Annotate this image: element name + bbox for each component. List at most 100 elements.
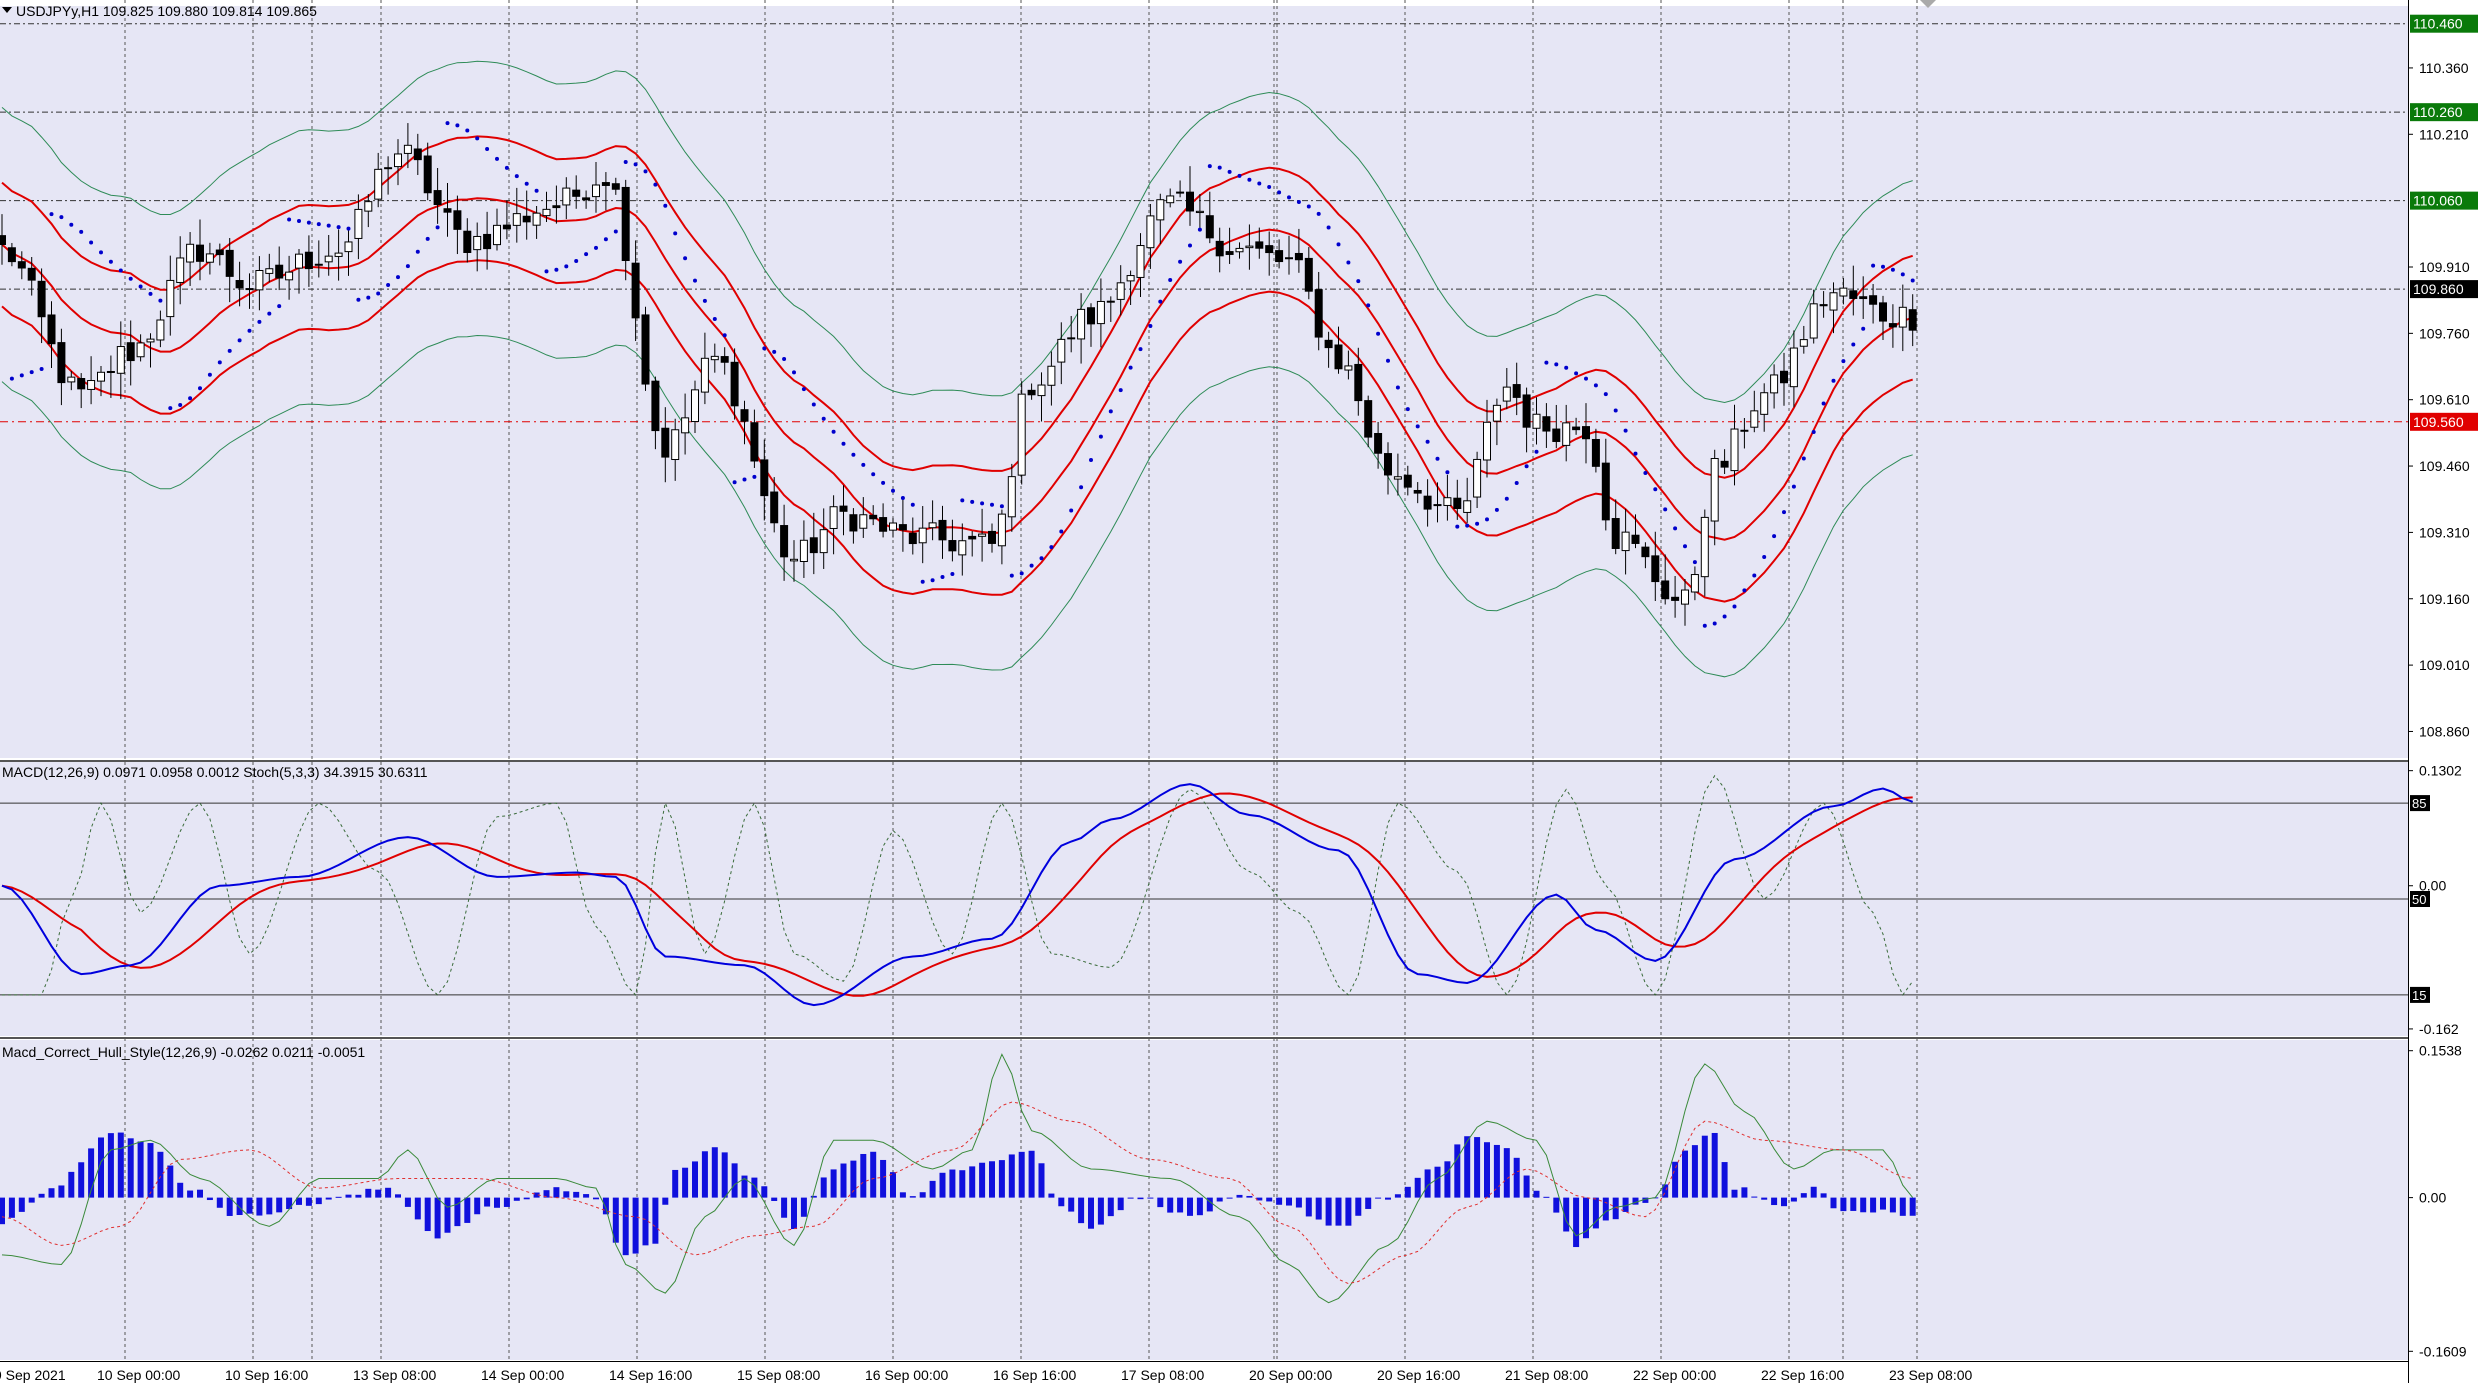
candle-body[interactable]	[661, 427, 670, 458]
candle-body[interactable]	[186, 243, 195, 263]
candle-body[interactable]	[592, 184, 600, 198]
candle-body[interactable]	[126, 342, 135, 362]
candle-body[interactable]	[57, 342, 66, 384]
candle-body[interactable]	[374, 168, 383, 200]
candle-body[interactable]	[1225, 251, 1234, 255]
candle-body[interactable]	[116, 346, 125, 374]
chart-shift-icon[interactable]	[1920, 0, 1936, 8]
candle-body[interactable]	[453, 210, 462, 230]
candle-body[interactable]	[176, 257, 185, 283]
candle-body[interactable]	[1859, 296, 1868, 300]
candle-body[interactable]	[1275, 250, 1284, 263]
candle-body[interactable]	[77, 377, 86, 390]
candle-body[interactable]	[235, 280, 244, 289]
candle-body[interactable]	[1888, 323, 1897, 328]
candle-body[interactable]	[1651, 555, 1660, 583]
candle-body[interactable]	[443, 208, 452, 213]
candle-body[interactable]	[532, 212, 541, 226]
candle-body[interactable]	[1700, 516, 1709, 578]
candle-body[interactable]	[671, 429, 680, 461]
candle-body[interactable]	[621, 186, 630, 262]
candle-body[interactable]	[651, 380, 660, 432]
candle-body[interactable]	[1710, 458, 1719, 522]
candle-body[interactable]	[641, 314, 650, 385]
candle-body[interactable]	[275, 264, 284, 279]
candle-body[interactable]	[611, 183, 620, 190]
candle-body[interactable]	[394, 153, 402, 168]
candle-body[interactable]	[1760, 392, 1769, 415]
candle-body[interactable]	[1195, 210, 1204, 214]
candle-body[interactable]	[1027, 389, 1036, 396]
candle-body[interactable]	[681, 417, 690, 434]
candle-body[interactable]	[314, 263, 323, 266]
candle-body[interactable]	[988, 530, 996, 544]
candle-body[interactable]	[1106, 300, 1115, 303]
candle-body[interactable]	[1562, 422, 1571, 446]
candle-body[interactable]	[809, 537, 818, 554]
candle-body[interactable]	[1463, 500, 1472, 513]
candle-body[interactable]	[1037, 384, 1046, 397]
candle-body[interactable]	[67, 376, 76, 383]
candle-body[interactable]	[1057, 338, 1066, 363]
candle-body[interactable]	[1354, 363, 1363, 402]
candle-body[interactable]	[384, 167, 393, 170]
candle-body[interactable]	[1601, 462, 1610, 521]
candle-body[interactable]	[1591, 438, 1600, 467]
candle-body[interactable]	[403, 144, 412, 154]
candle-body[interactable]	[1156, 199, 1165, 221]
candle-body[interactable]	[166, 279, 175, 318]
candle-body[interactable]	[1146, 215, 1155, 249]
candle-body[interactable]	[1245, 245, 1254, 249]
candle-body[interactable]	[1799, 339, 1808, 347]
candle-body[interactable]	[483, 233, 492, 250]
candle-body[interactable]	[473, 235, 482, 251]
candle-body[interactable]	[770, 491, 779, 524]
candle-body[interactable]	[1730, 428, 1739, 472]
candle-body[interactable]	[1136, 245, 1145, 278]
candle-body[interactable]	[1740, 429, 1749, 432]
candle-body[interactable]	[918, 527, 927, 544]
candle-body[interactable]	[1304, 257, 1313, 292]
candle-body[interactable]	[582, 197, 591, 201]
candle-body[interactable]	[1829, 292, 1838, 311]
candle-body[interactable]	[799, 539, 808, 563]
candle-body[interactable]	[542, 208, 551, 217]
candle-body[interactable]	[1770, 374, 1779, 394]
candle-body[interactable]	[572, 189, 581, 197]
candle-body[interactable]	[146, 338, 155, 343]
candle-body[interactable]	[1087, 307, 1095, 325]
candle-body[interactable]	[1819, 304, 1828, 307]
candle-body[interactable]	[1186, 191, 1194, 212]
candle-body[interactable]	[354, 208, 363, 239]
candle-body[interactable]	[691, 389, 699, 423]
candle-body[interactable]	[750, 422, 759, 462]
candle-body[interactable]	[1582, 426, 1590, 440]
candle-body[interactable]	[304, 251, 313, 270]
candle-body[interactable]	[265, 268, 274, 274]
candle-body[interactable]	[631, 262, 640, 319]
candle-body[interactable]	[1839, 287, 1848, 297]
candle-body[interactable]	[898, 524, 907, 531]
candle-body[interactable]	[106, 370, 115, 373]
candle-body[interactable]	[364, 201, 373, 212]
candle-body[interactable]	[1908, 309, 1917, 331]
candle-body[interactable]	[1324, 339, 1333, 349]
candle-body[interactable]	[196, 244, 204, 262]
candle-body[interactable]	[1067, 337, 1076, 340]
candle-body[interactable]	[928, 522, 937, 529]
candle-body[interactable]	[1176, 191, 1185, 194]
candle-body[interactable]	[710, 355, 719, 361]
candle-body[interactable]	[889, 522, 897, 531]
candle-body[interactable]	[978, 533, 987, 537]
candle-body[interactable]	[700, 357, 709, 393]
candle-body[interactable]	[1631, 534, 1640, 544]
candle-body[interactable]	[27, 267, 36, 281]
candle-body[interactable]	[730, 361, 739, 407]
candle-body[interactable]	[908, 532, 917, 545]
candle-body[interactable]	[433, 190, 442, 206]
candle-body[interactable]	[1532, 413, 1541, 429]
candle-body[interactable]	[1393, 476, 1402, 480]
candle-body[interactable]	[720, 356, 729, 363]
candle-body[interactable]	[1690, 574, 1699, 593]
